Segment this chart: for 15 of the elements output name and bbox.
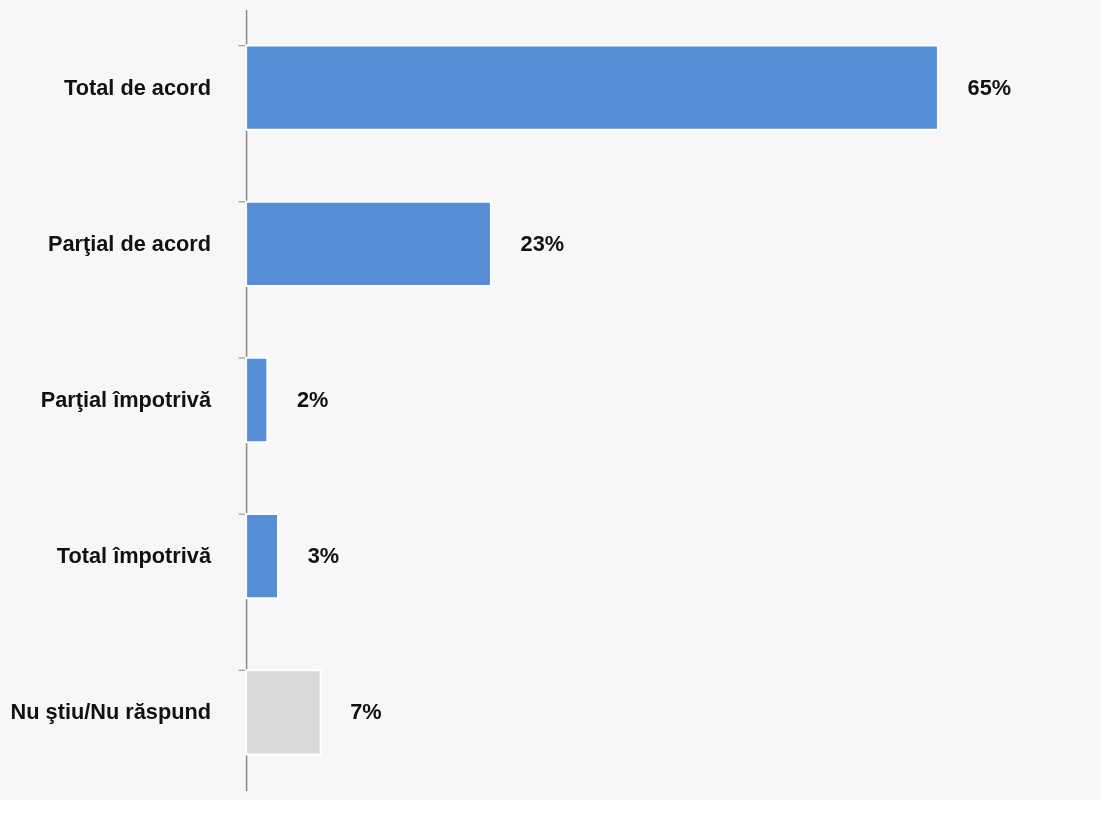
data-label: 3% — [307, 543, 340, 569]
bar — [245, 44, 939, 131]
y-tick-label: Nu ştiu/Nu răspund — [10, 699, 212, 725]
bar — [245, 513, 280, 600]
data-label: 65% — [967, 74, 1012, 100]
data-label: 2% — [297, 386, 329, 412]
y-tick-label: Parţial împotrivă — [40, 386, 212, 412]
y-tick-label: Parţial de acord — [47, 230, 212, 256]
data-label: 7% — [350, 699, 382, 725]
bar — [245, 200, 492, 287]
y-tick-label: Total împotrivă — [56, 543, 212, 569]
data-label: 23% — [520, 230, 565, 256]
bar — [245, 356, 269, 444]
bar — [245, 669, 322, 756]
y-tick-label: Total de acord — [64, 74, 212, 100]
